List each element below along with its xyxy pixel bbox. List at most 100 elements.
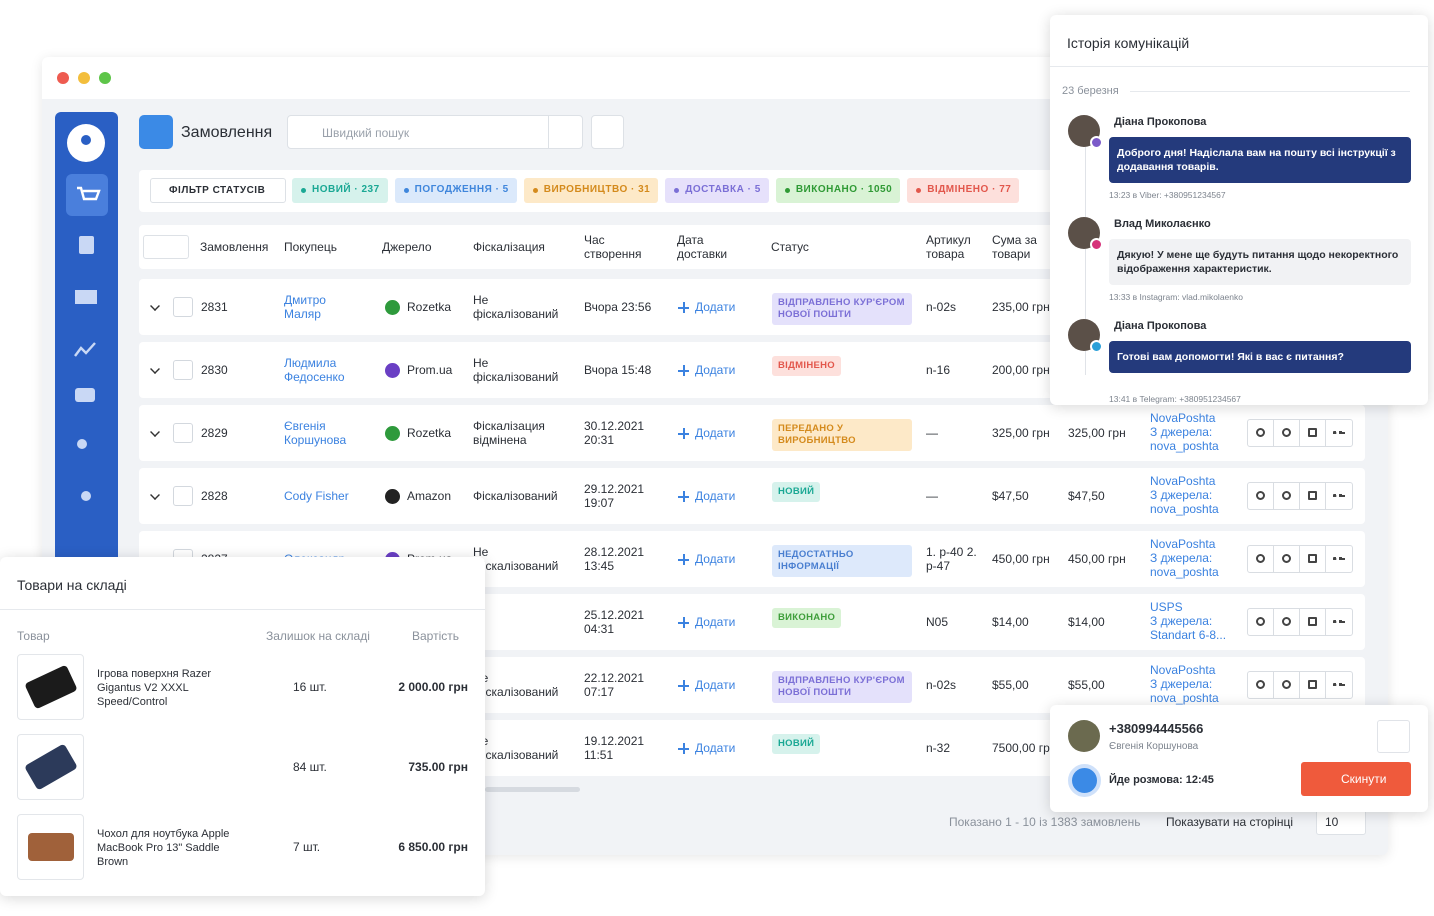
add-delivery[interactable]: Додати bbox=[695, 615, 736, 629]
nav-team[interactable] bbox=[81, 491, 91, 501]
add-delivery[interactable]: Додати bbox=[695, 741, 736, 755]
minimize-dot[interactable] bbox=[78, 72, 90, 84]
call-panel: +380994445566 Євгенія Коршунова Йде розмов… bbox=[1050, 705, 1428, 812]
add-delivery-plus[interactable] bbox=[678, 617, 689, 628]
status-chip[interactable]: ВИРОБНИЦТВО · 31 bbox=[523, 178, 659, 203]
expand-button[interactable] bbox=[1377, 720, 1410, 753]
add-delivery[interactable]: Додати bbox=[695, 426, 736, 440]
status-chip[interactable]: НОВИЙ · 237 bbox=[292, 178, 388, 203]
row-checkbox[interactable] bbox=[173, 486, 193, 506]
add-delivery[interactable]: Додати bbox=[695, 678, 736, 692]
more-action[interactable] bbox=[1326, 546, 1352, 572]
add-delivery[interactable]: Додати bbox=[695, 489, 736, 503]
print-action[interactable] bbox=[1300, 420, 1326, 446]
row-checkbox[interactable] bbox=[173, 360, 193, 380]
stock-divider bbox=[0, 609, 485, 610]
nav-tasks[interactable] bbox=[79, 236, 94, 254]
column-header: Фіскалізация bbox=[473, 240, 545, 254]
sum: $47,50 bbox=[992, 489, 1029, 503]
add-delivery-plus[interactable] bbox=[678, 491, 689, 502]
print-action[interactable] bbox=[1300, 672, 1326, 698]
add-delivery-plus[interactable] bbox=[678, 428, 689, 439]
link-action[interactable] bbox=[1248, 546, 1274, 572]
hangup-label: Скинути bbox=[1341, 772, 1387, 786]
message-meta: 13:41 в Telegram: +380951234567 bbox=[1109, 394, 1241, 404]
order-id: 2831 bbox=[201, 300, 228, 314]
nav-chat[interactable] bbox=[75, 388, 95, 402]
history-action[interactable] bbox=[1274, 672, 1300, 698]
nav-orders-active[interactable] bbox=[66, 174, 108, 216]
row-checkbox[interactable] bbox=[173, 423, 193, 443]
nav-analytics[interactable] bbox=[74, 342, 96, 357]
search-filter-button[interactable] bbox=[548, 115, 583, 149]
link-action[interactable] bbox=[1248, 420, 1274, 446]
more-action[interactable] bbox=[1326, 672, 1352, 698]
column-header: Джерело bbox=[382, 240, 432, 254]
search-box[interactable] bbox=[287, 115, 583, 149]
add-delivery-plus[interactable] bbox=[678, 302, 689, 313]
close-dot[interactable] bbox=[57, 72, 69, 84]
order-id: 2828 bbox=[201, 489, 228, 503]
delivery-line: nova_poshta bbox=[1150, 502, 1219, 516]
status-chip[interactable]: ВИКОНАНО · 1050 bbox=[775, 178, 901, 203]
product-image bbox=[24, 664, 78, 710]
add-delivery-plus[interactable] bbox=[678, 743, 689, 754]
link-action-icon bbox=[1256, 554, 1265, 563]
h-scrollbar bbox=[485, 787, 580, 792]
filter-button[interactable] bbox=[150, 178, 286, 203]
status-chip[interactable]: ПОГОДЖЕННЯ · 5 bbox=[394, 178, 517, 203]
status-pill: НЕДОСТАТНЬО ІНФОРМАЦІЇ bbox=[772, 545, 912, 577]
sum: 200,00 грн bbox=[992, 363, 1050, 377]
row-checkbox[interactable] bbox=[173, 297, 193, 317]
delivery-line: З джерела: bbox=[1150, 614, 1213, 628]
more-action[interactable] bbox=[1326, 483, 1352, 509]
add-delivery-plus[interactable] bbox=[678, 680, 689, 691]
select-all[interactable] bbox=[143, 235, 189, 259]
add-delivery-plus[interactable] bbox=[678, 554, 689, 565]
history-action[interactable] bbox=[1274, 546, 1300, 572]
product-image-frame bbox=[17, 814, 84, 880]
created-at: 29.12.2021 19:07 bbox=[584, 482, 645, 510]
status-chip[interactable]: ДОСТАВКА · 5 bbox=[665, 178, 769, 203]
chat-divider bbox=[1050, 66, 1428, 67]
article: n-02s bbox=[926, 300, 957, 314]
print-action[interactable] bbox=[1300, 609, 1326, 635]
chip-dot bbox=[916, 188, 922, 193]
add-delivery[interactable]: Додати bbox=[695, 552, 736, 566]
chip-label: ВІДМІНЕНО · 77 bbox=[927, 184, 1012, 195]
more-action[interactable] bbox=[1326, 609, 1352, 635]
nav-users[interactable] bbox=[77, 439, 87, 449]
buyer-name: Євгенія Коршунова bbox=[284, 419, 347, 447]
nav-warehouse[interactable] bbox=[75, 290, 97, 304]
source-icon bbox=[385, 489, 400, 504]
delivery-line: З джерела: bbox=[1150, 551, 1213, 565]
source-icon bbox=[385, 426, 400, 441]
per-page-select[interactable] bbox=[1316, 809, 1366, 835]
fiscal-status: Не фіскалізований bbox=[473, 293, 559, 321]
product-name: Ігрова поверхня Razer Gigantus V2 XXXL S… bbox=[97, 668, 212, 708]
print-action[interactable] bbox=[1300, 483, 1326, 509]
history-action[interactable] bbox=[1274, 420, 1300, 446]
history-action[interactable] bbox=[1274, 609, 1300, 635]
per-page-label: Показувати на сторінці bbox=[1166, 815, 1294, 829]
maximize-dot[interactable] bbox=[99, 72, 111, 84]
column-header: Замовлення bbox=[200, 240, 269, 254]
filter-label: ФІЛЬТР СТАТУСІВ bbox=[169, 185, 266, 196]
hangup-button[interactable]: Скинути bbox=[1301, 762, 1411, 796]
created-at: 30.12.2021 20:31 bbox=[584, 419, 645, 447]
history-action[interactable] bbox=[1274, 483, 1300, 509]
more-action-icon bbox=[1333, 431, 1345, 440]
status-chip[interactable]: ВІДМІНЕНО · 77 bbox=[907, 178, 1020, 203]
refresh-button[interactable] bbox=[139, 115, 173, 149]
add-delivery-plus[interactable] bbox=[678, 365, 689, 376]
link-action[interactable] bbox=[1248, 483, 1274, 509]
more-action[interactable] bbox=[1326, 420, 1352, 446]
buyer-name: Людмила Федосенко bbox=[284, 356, 345, 384]
sum-total: $55,00 bbox=[1068, 678, 1105, 692]
link-action[interactable] bbox=[1248, 672, 1274, 698]
add-delivery[interactable]: Додати bbox=[695, 300, 736, 314]
add-delivery[interactable]: Додати bbox=[695, 363, 736, 377]
link-action[interactable] bbox=[1248, 609, 1274, 635]
print-action[interactable] bbox=[1300, 546, 1326, 572]
bookmark-button[interactable] bbox=[591, 115, 624, 149]
